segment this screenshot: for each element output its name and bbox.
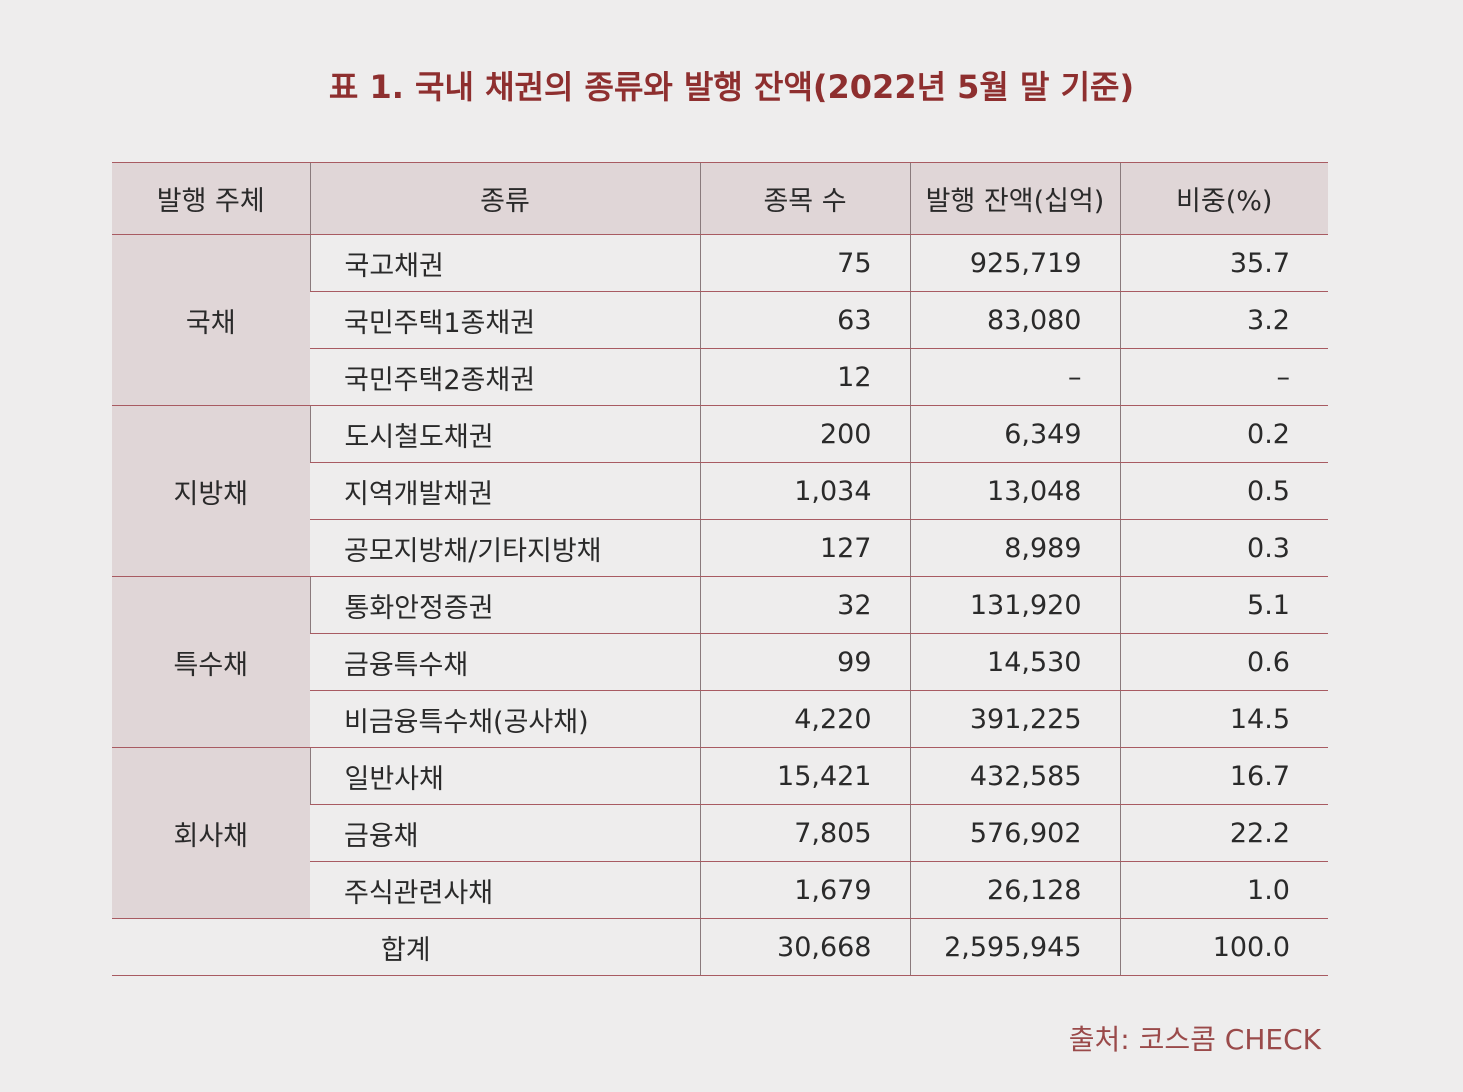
number-cell: 15,421: [699, 747, 910, 805]
number-cell: 0.3: [1119, 519, 1328, 577]
row: 회사채 일반사채 15,421 432,585 16.7: [112, 747, 1328, 919]
number-cell: 14.5: [1119, 690, 1328, 748]
number-cell: 75: [699, 234, 910, 292]
row: 금융채 7,805 576,902 22.2: [112, 804, 1328, 862]
number-cell: 7,805: [699, 804, 910, 862]
number-cell: 0.5: [1119, 462, 1328, 520]
column-header: 비중(%): [1119, 162, 1328, 235]
row: 금융특수채 99 14,530 0.6: [112, 633, 1328, 691]
column-header: 종류: [309, 162, 700, 235]
number-cell: 26,128: [909, 861, 1120, 919]
number-cell: 35.7: [1119, 234, 1328, 292]
number-cell: 131,920: [909, 576, 1120, 634]
number-cell: 12: [699, 348, 910, 406]
number-cell: 4,220: [699, 690, 910, 748]
number-cell: 83,080: [909, 291, 1120, 349]
kind-cell: 도시철도채권: [309, 405, 700, 463]
kind-cell: 금융채: [310, 804, 700, 862]
kind-cell: 국민주택1종채권: [310, 291, 700, 349]
number-cell: 432,585: [909, 747, 1120, 805]
row: 비금융특수채(공사채) 4,220 391,225 14.5: [112, 690, 1328, 748]
kind-cell: 금융특수채: [310, 633, 700, 691]
total-label: 합계: [112, 918, 700, 976]
kind-cell: 주식관련사채: [310, 861, 700, 919]
number-cell: 1,679: [699, 861, 910, 919]
number-cell: 13,048: [909, 462, 1120, 520]
number-cell: 1,034: [699, 462, 910, 520]
row: 특수채 통화안정증권 32 131,920 5.1: [112, 576, 1328, 748]
number-cell: 16.7: [1119, 747, 1328, 805]
column-header: 발행 주체: [112, 162, 310, 235]
number-cell: 200: [699, 405, 910, 463]
header-row: 발행 주체 종류 종목 수 발행 잔액(십억) 비중(%): [112, 162, 1328, 235]
number-cell: 0.6: [1119, 633, 1328, 691]
row: 국민주택1종채권 63 83,080 3.2: [112, 291, 1328, 349]
total-cell: 100.0: [1119, 918, 1328, 976]
number-cell: 14,530: [909, 633, 1120, 691]
kind-cell: 비금융특수채(공사채): [310, 690, 700, 748]
number-cell: 8,989: [909, 519, 1120, 577]
number-cell: 5.1: [1119, 576, 1328, 634]
number-cell: 127: [699, 519, 910, 577]
column-header: 발행 잔액(십억): [909, 162, 1120, 235]
kind-cell: 국민주택2종채권: [310, 348, 700, 406]
group-cell: 국채: [112, 234, 310, 406]
kind-cell: 국고채권: [309, 234, 700, 292]
row: 지역개발채권 1,034 13,048 0.5: [112, 462, 1328, 520]
bond-table: 발행 주체 종류 종목 수 발행 잔액(십억) 비중(%) 국채 국고채권 75 925,71…: [112, 162, 1328, 976]
number-cell: 3.2: [1119, 291, 1328, 349]
number-cell: 1.0: [1119, 861, 1328, 919]
number-cell: 99: [699, 633, 910, 691]
number-cell: 63: [699, 291, 910, 349]
row: 공모지방채/기타지방채 127 8,989 0.3: [112, 519, 1328, 577]
number-cell: 0.2: [1119, 405, 1328, 463]
table-body: 국채 국고채권 75 925,719 35.7 국민주택1종채권 63 83,080 3.2 국민…: [112, 234, 1328, 976]
total-row: 합계 30,668 2,595,945 100.0: [112, 918, 1328, 976]
number-cell: 391,225: [909, 690, 1120, 748]
kind-cell: 일반사채: [309, 747, 700, 805]
number-cell: 22.2: [1119, 804, 1328, 862]
total-cell: 2,595,945: [909, 918, 1120, 976]
kind-cell: 통화안정증권: [309, 576, 700, 634]
total-cell: 30,668: [699, 918, 910, 976]
row: 국채 국고채권 75 925,719 35.7: [112, 234, 1328, 406]
column-header: 종목 수: [699, 162, 910, 235]
group-cell: 회사채: [112, 747, 310, 919]
kind-cell: 공모지방채/기타지방채: [310, 519, 700, 577]
row: 지방채 도시철도채권 200 6,349 0.2: [112, 405, 1328, 577]
title: 표 1. 국내 채권의 종류와 발행 잔액(2022년 5월 말 기준): [328, 68, 1135, 106]
number-cell: 576,902: [909, 804, 1120, 862]
number-cell: 6,349: [909, 405, 1120, 463]
row: 국민주택2종채권 12– –: [112, 348, 1328, 406]
row: 주식관련사채 1,679 26,128 1.0: [112, 861, 1328, 919]
kind-cell: 지역개발채권: [310, 462, 700, 520]
group-cell: 특수채: [112, 576, 310, 748]
source: 출처: 코스콤 CHECK: [1068, 1023, 1321, 1056]
group-cell: 지방채: [112, 405, 310, 577]
number-cell: 925,719: [909, 234, 1120, 292]
number-cell: –: [909, 348, 1120, 406]
number-cell: –: [1119, 348, 1328, 406]
number-cell: 32: [699, 576, 910, 634]
